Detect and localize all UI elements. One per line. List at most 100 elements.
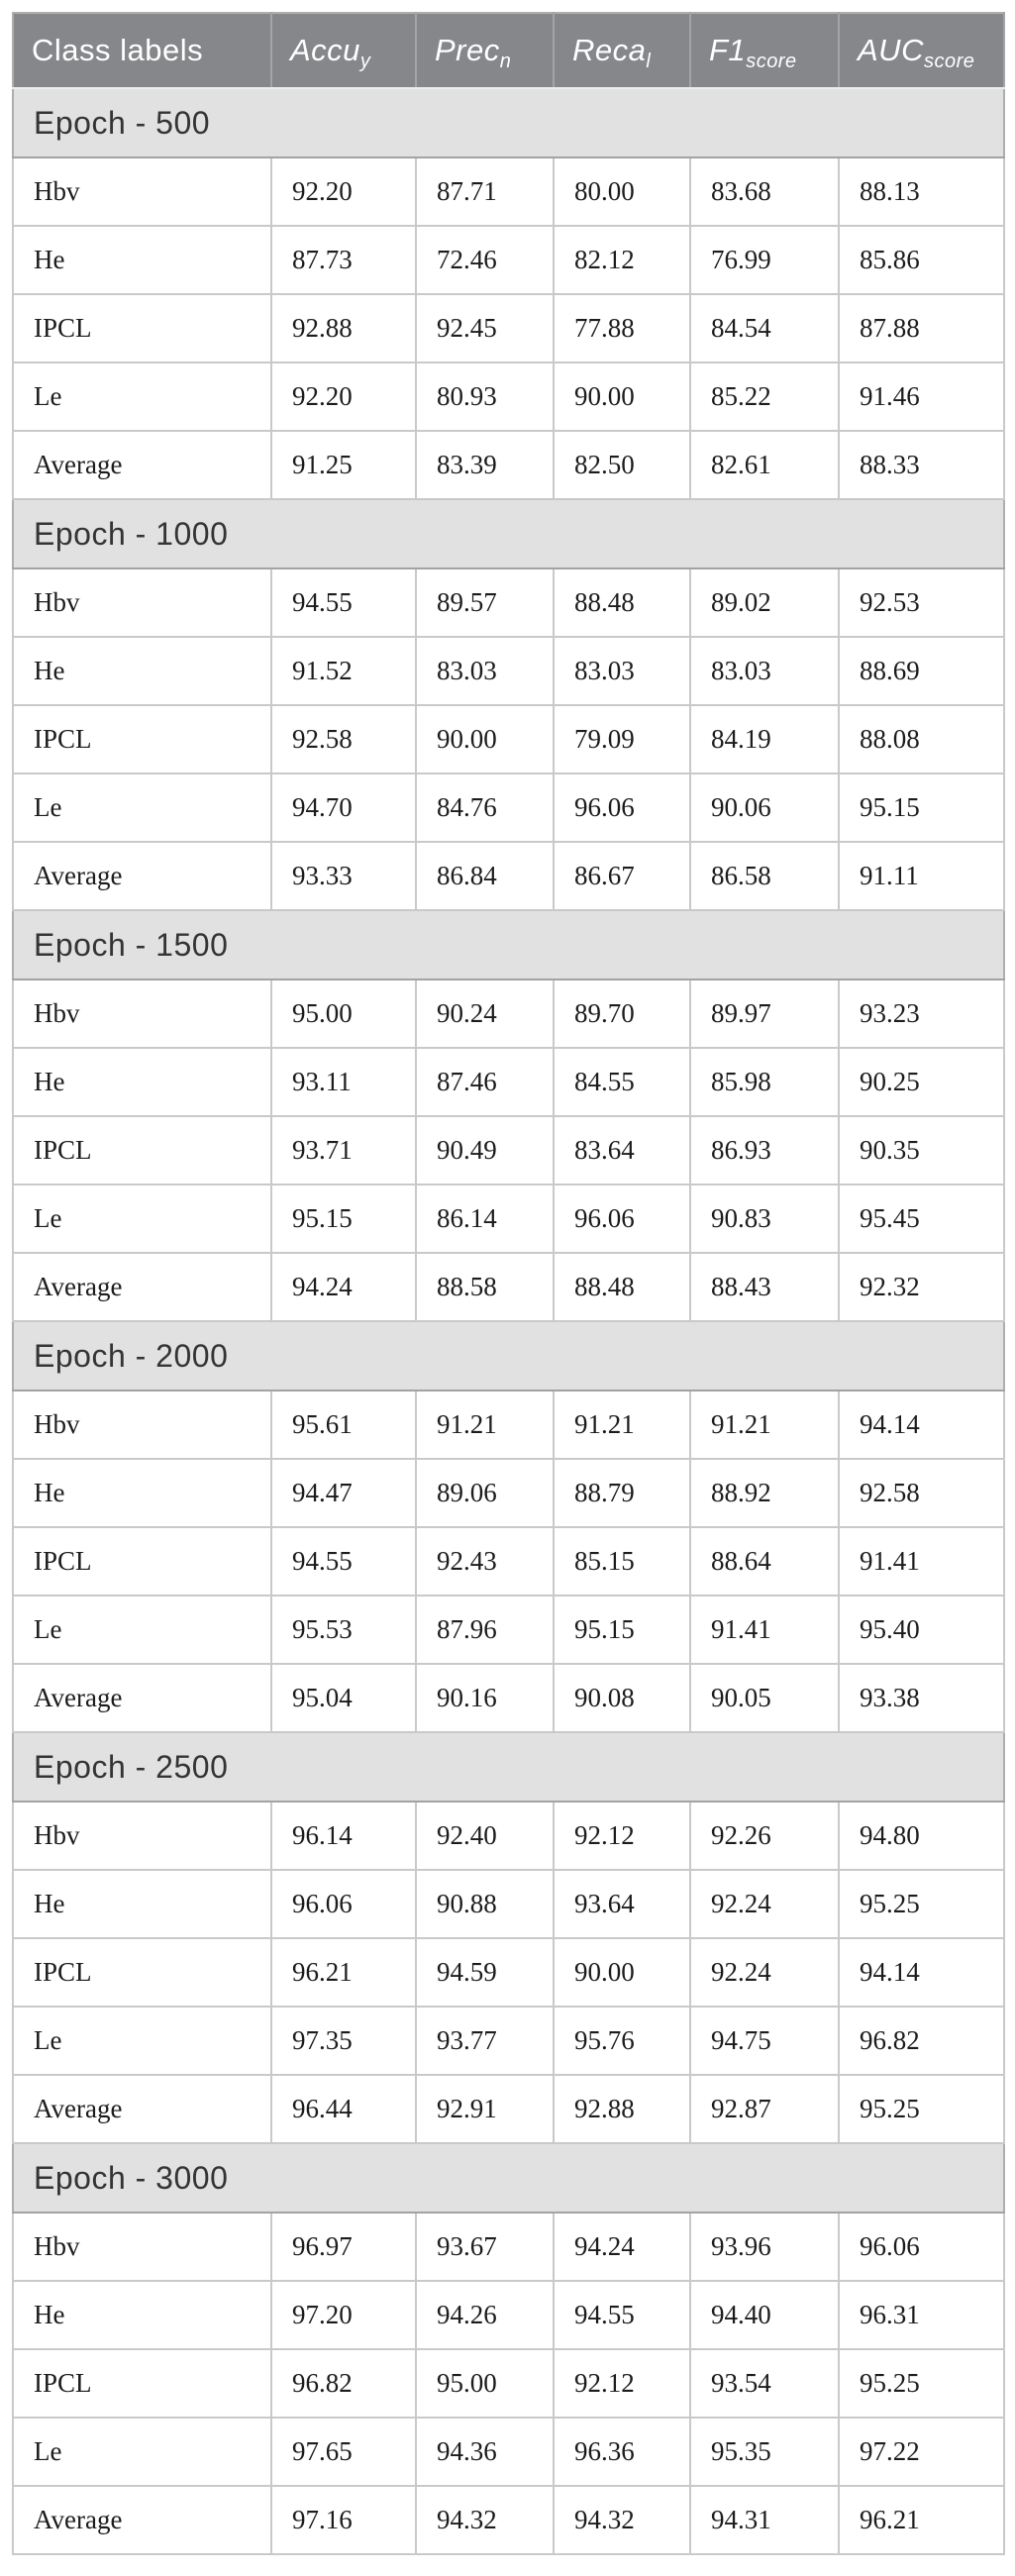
metric-value: 95.25 [838,1869,1005,1939]
row-label: Le [12,2006,272,2076]
metric-value: 94.47 [270,1458,417,1528]
metric-value: 95.15 [553,1595,691,1665]
metric-value: 92.26 [689,1801,840,1871]
metric-value: 93.64 [553,1869,691,1939]
metric-value: 94.31 [689,2485,840,2555]
metric-value: 94.24 [553,2212,691,2282]
metric-value: 91.21 [553,1390,691,1460]
metric-value: 91.21 [689,1390,840,1460]
table-row: He 97.20 94.26 94.55 94.40 96.31 [12,2280,1005,2350]
metric-value: 93.54 [689,2348,840,2419]
metric-value: 94.36 [415,2417,555,2487]
table-row: Le 92.20 80.93 90.00 85.22 91.46 [12,361,1005,432]
row-label: IPCL [12,2348,272,2419]
table-row: IPCL 92.58 90.00 79.09 84.19 88.08 [12,704,1005,774]
metric-value: 86.93 [689,1115,840,1185]
metric-value: 92.58 [838,1458,1005,1528]
column-header-class-labels: Class labels [13,13,272,89]
metric-value: 93.96 [689,2212,840,2282]
metric-value: 93.23 [838,979,1005,1049]
metric-value: 83.03 [553,636,691,706]
metric-value: 86.58 [689,841,840,911]
metric-value: 88.79 [553,1458,691,1528]
metric-value: 96.44 [270,2074,417,2144]
metric-value: 96.82 [838,2006,1005,2076]
metric-value: 94.55 [553,2280,691,2350]
metric-value: 92.12 [553,1801,691,1871]
metric-value: 86.67 [553,841,691,911]
section-title: Epoch - 1000 [13,498,1004,569]
table-row: He 96.06 90.88 93.64 92.24 95.25 [12,1869,1005,1939]
metric-value: 97.35 [270,2006,417,2076]
metric-value: 92.88 [553,2074,691,2144]
metric-value: 97.65 [270,2417,417,2487]
table-row: He 93.11 87.46 84.55 85.98 90.25 [12,1047,1005,1117]
metric-value: 91.25 [270,430,417,500]
column-header-reca: Recal [554,13,691,89]
metric-value: 79.09 [553,704,691,774]
metric-subscript: score [923,51,975,72]
metric-value: 92.20 [270,361,417,432]
metric-value: 95.35 [689,2417,840,2487]
row-label: Hbv [12,1801,272,1871]
metric-value: 82.61 [689,430,840,500]
section-title: Epoch - 500 [13,87,1004,158]
metric-value: 85.86 [838,225,1005,295]
table-row: Average 94.24 88.58 88.48 88.43 92.32 [12,1252,1005,1322]
metric-value: 97.22 [838,2417,1005,2487]
metric-value: 93.67 [415,2212,555,2282]
metric-value: 94.55 [270,567,417,638]
section-row-2: Epoch - 1500 [13,909,1004,980]
metric-value: 95.53 [270,1595,417,1665]
row-label: Hbv [12,567,272,638]
metric-value: 83.03 [689,636,840,706]
metric-value: 88.69 [838,636,1005,706]
section-title: Epoch - 1500 [13,909,1004,980]
metric-value: 90.49 [415,1115,555,1185]
metric-value: 93.11 [270,1047,417,1117]
metric-value: 89.06 [415,1458,555,1528]
metric-value: 90.08 [553,1663,691,1733]
metric-value: 94.59 [415,1937,555,2008]
metric-value: 83.68 [689,156,840,227]
metric-value: 84.55 [553,1047,691,1117]
table-row: IPCL 96.82 95.00 92.12 93.54 95.25 [12,2348,1005,2419]
metric-value: 92.87 [689,2074,840,2144]
metric-value: 91.21 [415,1390,555,1460]
section-row-1: Epoch - 1000 [13,498,1004,569]
table-row: Hbv 96.97 93.67 94.24 93.96 96.06 [12,2212,1005,2282]
table-row: Le 95.53 87.96 95.15 91.41 95.40 [12,1595,1005,1665]
metric-value: 90.16 [415,1663,555,1733]
metric-value: 82.12 [553,225,691,295]
metric-name: F1 [709,33,747,67]
metric-value: 87.88 [838,293,1005,363]
metric-value: 88.48 [553,567,691,638]
row-label: Average [12,2074,272,2144]
metric-value: 90.83 [689,1184,840,1254]
metric-value: 88.13 [838,156,1005,227]
table-row: Le 97.65 94.36 96.36 95.35 97.22 [12,2417,1005,2487]
table-row: Average 95.04 90.16 90.08 90.05 93.38 [12,1663,1005,1733]
metric-value: 96.82 [270,2348,417,2419]
metric-value: 95.25 [838,2348,1005,2419]
table-row: IPCL 93.71 90.49 83.64 86.93 90.35 [12,1115,1005,1185]
table-row: Le 97.35 93.77 95.76 94.75 96.82 [12,2006,1005,2076]
metric-value: 94.24 [270,1252,417,1322]
metric-value: 87.46 [415,1047,555,1117]
row-label: Average [12,430,272,500]
metric-value: 77.88 [553,293,691,363]
metric-value: 94.32 [553,2485,691,2555]
metric-value: 92.24 [689,1869,840,1939]
metric-value: 96.36 [553,2417,691,2487]
row-label: Le [12,773,272,843]
metric-value: 83.03 [415,636,555,706]
metric-value: 87.96 [415,1595,555,1665]
metric-value: 83.64 [553,1115,691,1185]
metric-value: 88.92 [689,1458,840,1528]
row-label: Le [12,361,272,432]
metric-value: 95.00 [415,2348,555,2419]
table-row: Le 95.15 86.14 96.06 90.83 95.45 [12,1184,1005,1254]
section-title: Epoch - 2500 [13,1731,1004,1803]
metric-value: 92.20 [270,156,417,227]
